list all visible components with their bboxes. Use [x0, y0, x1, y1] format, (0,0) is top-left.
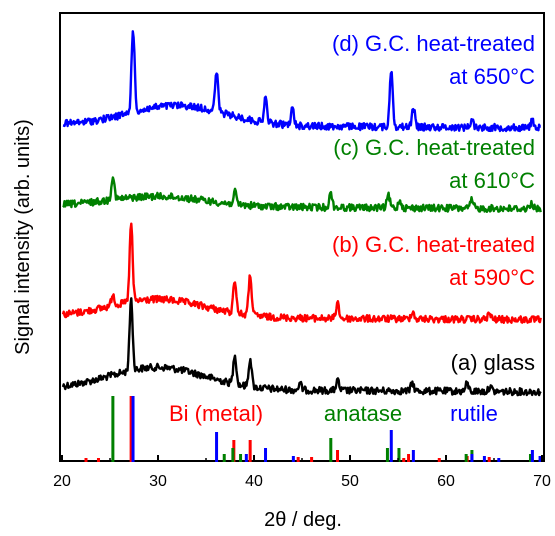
- x-tick-label: 30: [149, 473, 167, 490]
- x-axis: 20 30 40 50 60 70: [53, 455, 551, 490]
- x-tick-label: 60: [437, 473, 455, 490]
- reference-labels: Bi (metal) anatase rutile: [169, 401, 498, 426]
- series-label-a-glass: (a) glass: [451, 350, 535, 375]
- series-label-d-g-c-heat-treated-at-650-c: (d) G.C. heat-treated at 650°C: [332, 31, 535, 89]
- x-axis-label: 2θ / deg.: [264, 509, 342, 531]
- series-line-b-g-c-heat-treated-at-590-c: [61, 222, 542, 324]
- y-axis-label: Signal intensity (arb. units): [12, 119, 34, 355]
- series-labels: (a) glass (b) G.C. heat-treated at 590°C (c…: [332, 31, 535, 375]
- reference-label-anatase: anatase: [324, 401, 402, 426]
- x-tick-label: 50: [341, 473, 359, 490]
- x-tick-label: 40: [245, 473, 263, 490]
- x-tick-label: 20: [53, 473, 71, 490]
- series-label-c-g-c-heat-treated-at-610-c: (c) G.C. heat-treated at 610°C: [333, 135, 535, 193]
- reference-lines: [84, 396, 542, 462]
- reference-label-bi-metal: Bi (metal): [169, 401, 263, 426]
- traces: [61, 30, 542, 397]
- reference-label-rutile: rutile: [450, 401, 498, 426]
- series-line-d-g-c-heat-treated-at-650-c: [62, 30, 542, 133]
- series-line-a-glass: [61, 297, 542, 397]
- series-line-c-g-c-heat-treated-at-610-c: [62, 176, 542, 214]
- x-tick-label: 70: [533, 473, 551, 490]
- series-label-b-g-c-heat-treated-at-590-c: (b) G.C. heat-treated at 590°C: [332, 232, 535, 290]
